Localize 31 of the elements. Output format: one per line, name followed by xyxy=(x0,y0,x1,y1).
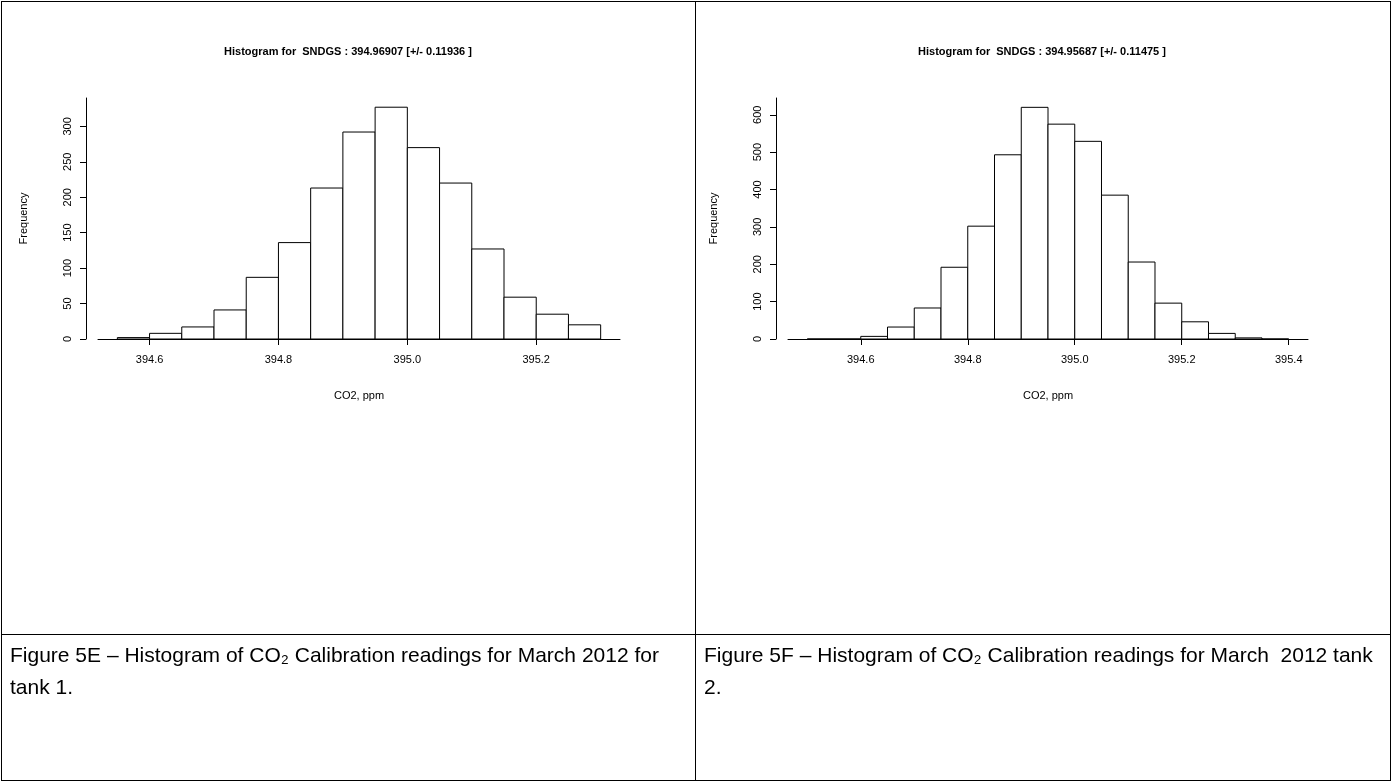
y-tick-label: 500 xyxy=(750,143,763,162)
y-tick-label: 100 xyxy=(60,258,73,278)
x-tick-label: 394.8 xyxy=(953,352,982,365)
y-axis-title: Frequency xyxy=(16,192,29,245)
x-tick-label: 394.6 xyxy=(135,352,164,365)
x-axis-title: CO2, ppm xyxy=(1022,388,1074,401)
x-tick-label: 395.2 xyxy=(1167,352,1196,365)
y-tick-label: 100 xyxy=(750,292,763,311)
y-tick-label: 250 xyxy=(60,152,73,171)
x-tick-label: 395.0 xyxy=(1060,352,1089,365)
caption: Figure 5F – Histogram of CO₂ Calibration readings for March 2012 tank 2. xyxy=(704,642,1374,700)
chart-title: Histogram for SNDGS : 394.95687 [+/- 0.11475 ] xyxy=(918,44,1167,57)
y-tick-label: 200 xyxy=(60,188,73,207)
y-tick-label: 0 xyxy=(60,335,73,343)
y-tick-label: 300 xyxy=(60,117,73,136)
y-tick-label: 150 xyxy=(60,223,73,242)
y-tick-label: 400 xyxy=(750,180,763,199)
caption: Figure 5E – Histogram of CO₂ Calibration readings for March 2012 for tank 1. xyxy=(10,642,660,700)
y-axis-title: Frequency xyxy=(706,192,719,245)
x-tick-label: 394.8 xyxy=(264,352,293,365)
x-axis-title: CO2, ppm xyxy=(333,388,385,401)
x-tick-label: 395.4 xyxy=(1274,352,1303,365)
x-tick-label: 395.2 xyxy=(522,352,550,365)
y-tick-label: 600 xyxy=(750,105,763,124)
y-tick-label: 0 xyxy=(750,335,763,343)
chart-title: Histogram for SNDGS : 394.96907 [+/- 0.11936 ] xyxy=(224,44,473,57)
x-tick-label: 394.6 xyxy=(846,352,875,365)
y-tick-label: 50 xyxy=(60,297,73,310)
y-tick-label: 200 xyxy=(750,255,763,274)
y-tick-label: 300 xyxy=(750,217,763,237)
x-tick-label: 395.0 xyxy=(393,352,422,365)
